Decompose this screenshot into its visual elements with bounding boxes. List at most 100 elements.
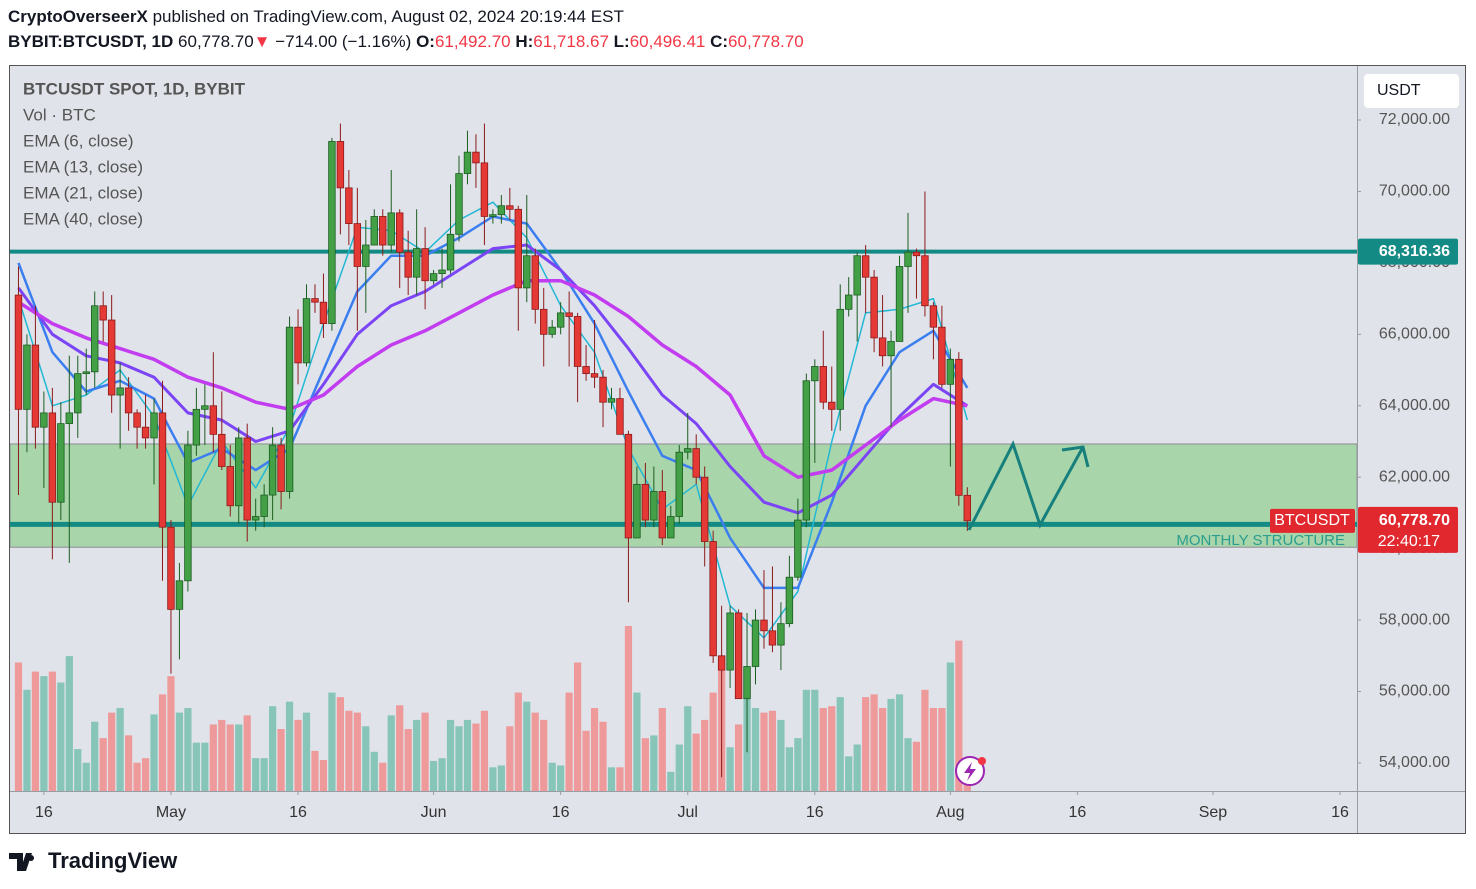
volume-bar bbox=[734, 724, 743, 791]
volume-bar bbox=[336, 697, 344, 791]
x-tick-label: Jul bbox=[678, 804, 698, 821]
volume-bar bbox=[726, 747, 734, 791]
candle-body bbox=[828, 401, 836, 410]
candle-body bbox=[887, 341, 895, 357]
ohlc-label: H: bbox=[515, 32, 533, 51]
candle-body bbox=[480, 162, 489, 217]
volume-bar bbox=[489, 767, 497, 791]
x-tick-label: 16 bbox=[806, 804, 824, 821]
candle-body bbox=[523, 255, 531, 289]
candle-body bbox=[963, 494, 972, 522]
volume-bar bbox=[91, 721, 99, 791]
volume-bar bbox=[658, 708, 666, 791]
y-tick-label: 64,000.00 bbox=[1379, 397, 1450, 414]
candle-body bbox=[929, 305, 938, 328]
volume-bar bbox=[819, 708, 827, 791]
volume-bar bbox=[768, 710, 777, 791]
volume-bar bbox=[523, 701, 531, 791]
volume-bar bbox=[57, 682, 65, 791]
y-tick-label: 70,000.00 bbox=[1379, 183, 1450, 200]
candle-body bbox=[175, 580, 184, 610]
candle-body bbox=[819, 366, 827, 403]
currency-button-box[interactable] bbox=[1364, 74, 1459, 108]
volume-bar bbox=[675, 744, 683, 791]
volume-bar bbox=[616, 767, 624, 791]
currency-button[interactable]: USDT bbox=[1364, 74, 1459, 108]
volume-bar bbox=[201, 742, 209, 791]
volume-bar bbox=[158, 694, 167, 791]
volume-bar bbox=[912, 741, 921, 791]
candle-body bbox=[82, 371, 90, 375]
volume-bar bbox=[751, 708, 760, 791]
volume-bar bbox=[404, 729, 412, 791]
volume-bar bbox=[887, 698, 895, 791]
volume-bar bbox=[353, 712, 361, 791]
volume-bar bbox=[641, 738, 649, 791]
volume-bar bbox=[497, 765, 505, 791]
candle-body bbox=[285, 326, 294, 492]
drawn-arrowhead bbox=[1061, 445, 1090, 468]
candle-body bbox=[370, 216, 378, 246]
candle-body bbox=[243, 437, 251, 521]
x-tick-label: 16 bbox=[35, 804, 53, 821]
candle-body bbox=[726, 612, 734, 671]
volume-bar bbox=[277, 729, 285, 791]
volume-bar bbox=[557, 765, 565, 791]
candle-body bbox=[192, 408, 201, 446]
ohlc-label: C: bbox=[710, 32, 728, 51]
alert-icon[interactable] bbox=[955, 756, 986, 786]
candle-body bbox=[548, 326, 556, 335]
volume-bar bbox=[252, 758, 260, 791]
legend-entry: EMA (13, close) bbox=[23, 157, 143, 176]
countdown: 22:40:17 bbox=[1378, 533, 1440, 550]
x-tick-label: May bbox=[156, 804, 186, 821]
volume-bar bbox=[650, 735, 658, 791]
x-tick-label: Jun bbox=[421, 804, 447, 821]
candle-body bbox=[133, 412, 141, 428]
volume-bar bbox=[701, 719, 709, 791]
volume-bar bbox=[870, 694, 878, 791]
volume-bar bbox=[811, 689, 819, 791]
volume-bar bbox=[226, 724, 234, 791]
volume-bar bbox=[370, 751, 378, 791]
candle-body bbox=[955, 358, 963, 496]
candle-body bbox=[743, 666, 751, 700]
candle-body bbox=[302, 298, 311, 364]
volume-bar bbox=[413, 719, 421, 791]
ohlc-value: 61,492.70 bbox=[435, 32, 511, 51]
candle-body bbox=[870, 276, 878, 339]
x-tick-label: 16 bbox=[1069, 804, 1087, 821]
chart-frame bbox=[9, 65, 1466, 834]
candle-body bbox=[404, 251, 412, 278]
candle-body bbox=[768, 630, 777, 646]
candle-body bbox=[345, 187, 353, 224]
legend-entry: EMA (21, close) bbox=[23, 183, 143, 202]
candle-body bbox=[14, 294, 23, 410]
candle-body bbox=[658, 491, 667, 539]
candle-body bbox=[116, 387, 124, 396]
candle-body bbox=[260, 494, 268, 517]
y-tick-label: 66,000.00 bbox=[1379, 326, 1450, 343]
volume-bar bbox=[895, 694, 904, 791]
volume-bar bbox=[929, 708, 938, 791]
candle-body bbox=[489, 214, 497, 217]
x-tick-label: 16 bbox=[1331, 804, 1349, 821]
ema-line bbox=[17, 201, 969, 639]
candle-body bbox=[633, 483, 641, 539]
candle-body bbox=[734, 612, 743, 700]
candle-body bbox=[650, 491, 658, 521]
alert-bolt bbox=[964, 762, 976, 781]
candle-body bbox=[904, 251, 912, 267]
candle-body bbox=[853, 255, 861, 296]
volume-bar bbox=[794, 738, 802, 791]
candle-body bbox=[667, 516, 675, 539]
y-tick-label: 72,000.00 bbox=[1379, 111, 1450, 128]
logo-mark bbox=[9, 853, 32, 871]
alert-dot bbox=[978, 757, 986, 765]
candle-body bbox=[912, 251, 921, 257]
volume-bar bbox=[667, 771, 675, 791]
candle-body bbox=[582, 366, 590, 375]
volume-bar bbox=[946, 662, 954, 791]
legend-entry: EMA (6, close) bbox=[23, 131, 134, 150]
volume-bar bbox=[455, 726, 463, 791]
